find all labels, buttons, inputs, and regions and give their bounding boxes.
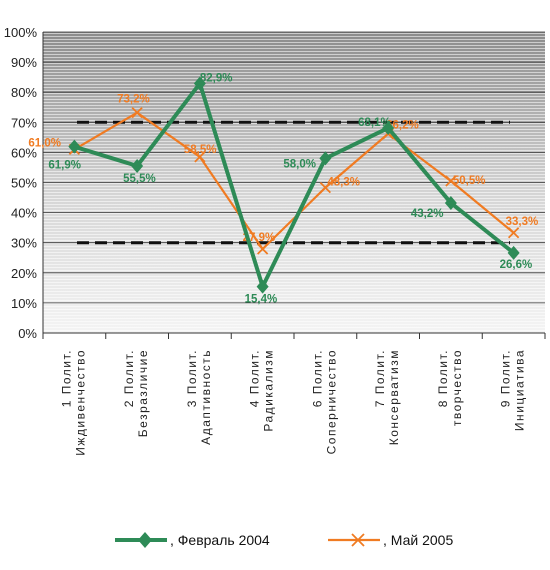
data-label: 61,9% [48,160,81,172]
data-point-marker [131,107,143,119]
legend-item: , Май 2005 [328,532,453,548]
y-tick-label: 60% [11,145,37,160]
y-tick-label: 20% [11,266,37,281]
x-category-label-line: Соперничество [324,349,338,454]
data-label: 61,0% [28,137,61,149]
legend-swatch-marker [138,532,152,548]
data-label: 43,2% [411,208,444,220]
x-category-label: 9 Полит.Инициатива [499,349,527,431]
data-point-marker [194,151,206,163]
x-category-label-line: 7 Полит. [373,349,387,407]
x-category-label-line: 9 Полит. [499,349,513,407]
data-point-marker [256,279,269,294]
data-point-marker [256,243,269,255]
data-label: 73,2% [117,94,150,106]
series-feb-2004: 61,9% 55,5% 82,9% 15,4% 58,0% 68,1% 43,2% 26,6% [48,72,532,305]
x-category-label-line: 4 Полит. [248,349,262,407]
data-label: 66,2% [386,120,419,132]
data-point-marker [382,121,395,136]
x-category-label-line: творчество [450,349,464,426]
x-category-label: 6 Полит.Соперничество [310,349,338,454]
data-label: 26,6% [500,259,533,271]
x-category-label-line: 6 Полит. [310,349,324,407]
data-point-marker [193,76,206,91]
data-label: 50,5% [453,175,486,187]
data-point-marker [507,245,520,260]
x-axis: 1 Полит.Иждивенчество 2 Полит.Безразличие… [42,333,546,456]
x-category-label-line: 3 Полит. [185,349,199,407]
x-category-label-line: 8 Полит. [436,349,450,407]
data-point-marker [319,151,332,166]
data-point-marker [131,158,144,173]
data-label: 55,5% [123,173,156,185]
y-tick-label: 70% [11,115,37,130]
y-tick-label: 100% [4,25,38,40]
x-category-label-line: Инициатива [513,349,527,431]
x-category-label: 4 Полит.Радикализм [248,349,276,432]
x-category-label: 7 Полит.Консерватизм [373,349,401,445]
data-label: 48,3% [327,177,360,189]
legend-label: , Май 2005 [383,532,453,548]
legend: , Февраль 2004 , Май 2005 [115,532,453,548]
data-label: 15,4% [245,294,278,306]
x-category-label-line: 1 Полит. [59,349,73,407]
data-label: 58,5% [184,144,217,156]
y-tick-label: 90% [11,55,37,70]
data-label: 82,9% [200,72,233,84]
data-label: 58,0% [283,158,316,170]
x-category-label-line: 2 Полит. [122,349,136,407]
x-category-label: 3 Полит.Адаптивность [185,349,213,445]
data-label: 27,9% [243,232,276,244]
y-tick-label: 0% [18,326,37,341]
y-tick-label: 10% [11,296,37,311]
legend-item: , Февраль 2004 [115,532,270,548]
data-point-marker [444,195,457,210]
y-tick-label: 80% [11,85,37,100]
x-category-label-line: Иждивенчество [73,349,87,456]
data-label: 68,1% [358,117,391,129]
y-tick-label: 40% [11,206,37,221]
x-category-label: 1 Полит.Иждивенчество [59,349,87,456]
legend-swatch-marker [351,533,365,547]
data-point-marker [319,181,332,194]
data-point-marker [68,139,81,154]
x-category-label-line: Консерватизм [387,349,401,445]
x-category-label: 2 Полит.Безразличие [122,349,150,437]
y-tick-label: 50% [11,176,37,191]
series-layer: 61,0% 73,2% 58,5% 27,9% 48,3% 66,2% 50,5% 33,3%… [28,72,538,305]
series-line [73,81,515,289]
data-label: 33,3% [506,216,539,228]
x-category-label-line: Безразличие [136,349,150,437]
legend-label: , Февраль 2004 [170,532,270,548]
data-point-marker [507,227,520,239]
y-axis: 0% 10% 20% 30% 40% 50% 60% 70% 80% 90% 100% [4,25,38,341]
y-tick-label: 30% [11,236,37,251]
x-category-label-line: Радикализм [262,349,276,432]
data-point-marker [445,175,457,187]
x-category-label: 8 Полит.творчество [436,349,464,426]
x-category-label-line: Адаптивность [199,349,213,445]
